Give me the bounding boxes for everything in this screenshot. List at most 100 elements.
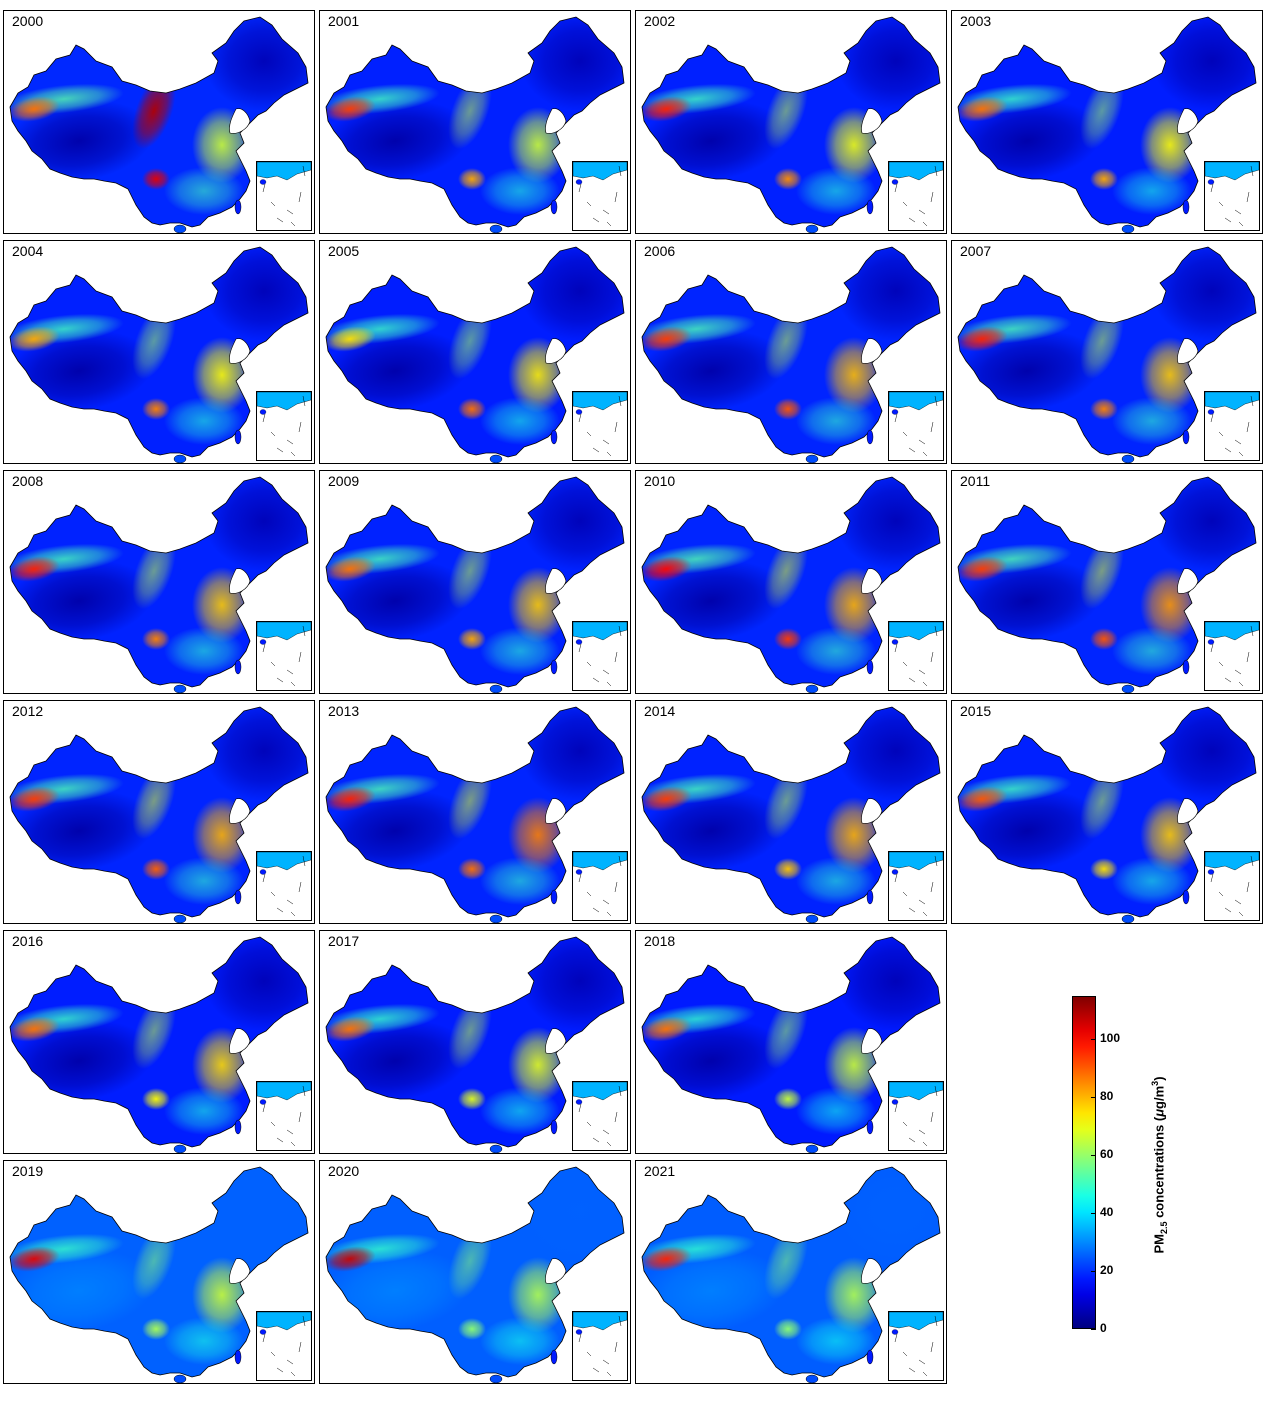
year-label: 2000 — [12, 13, 44, 29]
south-china-sea-inset — [256, 391, 312, 461]
country-border — [9, 16, 309, 228]
inset-hainan — [575, 409, 583, 415]
inset-svg — [889, 1312, 943, 1377]
south-china-sea-inset — [256, 621, 312, 691]
colorbar-tick-mark — [1091, 1271, 1096, 1273]
hainan-island — [489, 914, 503, 923]
taiwan-island — [866, 1349, 874, 1365]
map-svg — [641, 706, 941, 923]
bohai-sea — [861, 1028, 883, 1054]
hainan-island — [173, 914, 187, 923]
colorbar-label: PM2.5 concentrations (μg/m3) — [1150, 1076, 1169, 1254]
southeast-region — [164, 1317, 244, 1365]
inset-svg — [257, 392, 311, 457]
map-panel-2002: 2002 — [635, 10, 947, 234]
year-label: 2009 — [328, 473, 360, 489]
southeast-region — [480, 627, 560, 675]
map-svg — [9, 16, 309, 233]
inset-svg — [573, 1312, 627, 1377]
map-panel-2021: 2021 — [635, 1160, 947, 1384]
inset-coast — [257, 162, 311, 181]
inset-coast — [257, 1312, 311, 1331]
southeast-region — [1112, 627, 1192, 675]
south-china-sea-inset — [888, 1081, 944, 1151]
sichuan-basin — [774, 168, 802, 190]
inset-svg — [573, 162, 627, 227]
year-label: 2014 — [644, 703, 676, 719]
southeast-region — [164, 167, 244, 215]
taklimakan-hotspot — [10, 326, 60, 352]
inset-svg — [889, 852, 943, 917]
inset-svg — [1205, 622, 1259, 687]
inset-hainan — [1207, 179, 1215, 185]
year-label: 2019 — [12, 1163, 44, 1179]
inset-coast — [889, 852, 943, 871]
bohai-sea — [229, 568, 251, 594]
inset-coast — [889, 1082, 943, 1101]
sichuan-basin — [142, 168, 170, 190]
inset-islands — [894, 395, 938, 457]
inset-islands — [894, 625, 938, 687]
taiwan-island — [1182, 199, 1190, 215]
taklimakan-hotspot — [10, 1016, 60, 1042]
south-china-sea-inset — [256, 161, 312, 231]
map-svg — [9, 476, 309, 693]
inset-coast — [889, 162, 943, 181]
inset-hainan — [259, 409, 267, 415]
bohai-sea — [861, 338, 883, 364]
inset-svg — [257, 852, 311, 917]
inset-hainan — [891, 639, 899, 645]
inset-coast — [1205, 622, 1259, 641]
hainan-island — [173, 454, 187, 463]
sichuan-basin — [1090, 858, 1118, 880]
sichuan-basin — [142, 858, 170, 880]
map-panel-2003: 2003 — [951, 10, 1263, 234]
south-china-sea-inset — [1204, 161, 1260, 231]
taiwan-island — [234, 1119, 242, 1135]
bohai-sea — [1177, 568, 1199, 594]
taklimakan-hotspot — [326, 96, 376, 122]
inset-coast — [889, 1312, 943, 1331]
southeast-region — [1112, 397, 1192, 445]
country-border — [641, 476, 941, 688]
colorbar-tick-label: 0 — [1100, 1321, 1107, 1335]
colorbar-tick-mark — [1091, 1213, 1096, 1215]
taklimakan-hotspot — [642, 96, 692, 122]
colorbar-tick-label: 60 — [1100, 1147, 1114, 1162]
bohai-sea — [545, 798, 567, 824]
year-label: 2004 — [12, 243, 44, 259]
inset-islands — [578, 1315, 622, 1377]
map-svg — [325, 1166, 625, 1383]
inset-hainan — [575, 1329, 583, 1335]
southeast-region — [480, 1317, 560, 1365]
inset-hainan — [259, 1329, 267, 1335]
year-label: 2013 — [328, 703, 360, 719]
inset-svg — [1205, 162, 1259, 227]
south-china-sea-inset — [572, 391, 628, 461]
colorbar-tick-label: 20 — [1100, 1263, 1114, 1278]
map-panel-2013: 2013 — [319, 700, 631, 924]
taiwan-island — [1182, 429, 1190, 445]
taiwan-island — [234, 199, 242, 215]
map-panel-2000: 2000 — [3, 10, 315, 234]
map-panel-2020: 2020 — [319, 1160, 631, 1384]
bohai-sea — [229, 108, 251, 134]
country-border — [957, 476, 1257, 688]
colorbar-tick-label: 40 — [1100, 1205, 1114, 1220]
taiwan-island — [550, 199, 558, 215]
taklimakan-hotspot — [10, 1246, 60, 1272]
sichuan-basin — [458, 1318, 486, 1340]
inset-islands — [262, 165, 306, 227]
south-china-sea-inset — [572, 851, 628, 921]
southeast-region — [1112, 167, 1192, 215]
southeast-region — [480, 857, 560, 905]
bohai-sea — [545, 1258, 567, 1284]
inset-islands — [578, 855, 622, 917]
map-panel-2016: 2016 — [3, 930, 315, 1154]
southeast-region — [796, 167, 876, 215]
inset-hainan — [259, 869, 267, 875]
inset-islands — [262, 625, 306, 687]
taiwan-island — [550, 1119, 558, 1135]
inset-svg — [1205, 852, 1259, 917]
inset-hainan — [891, 179, 899, 185]
